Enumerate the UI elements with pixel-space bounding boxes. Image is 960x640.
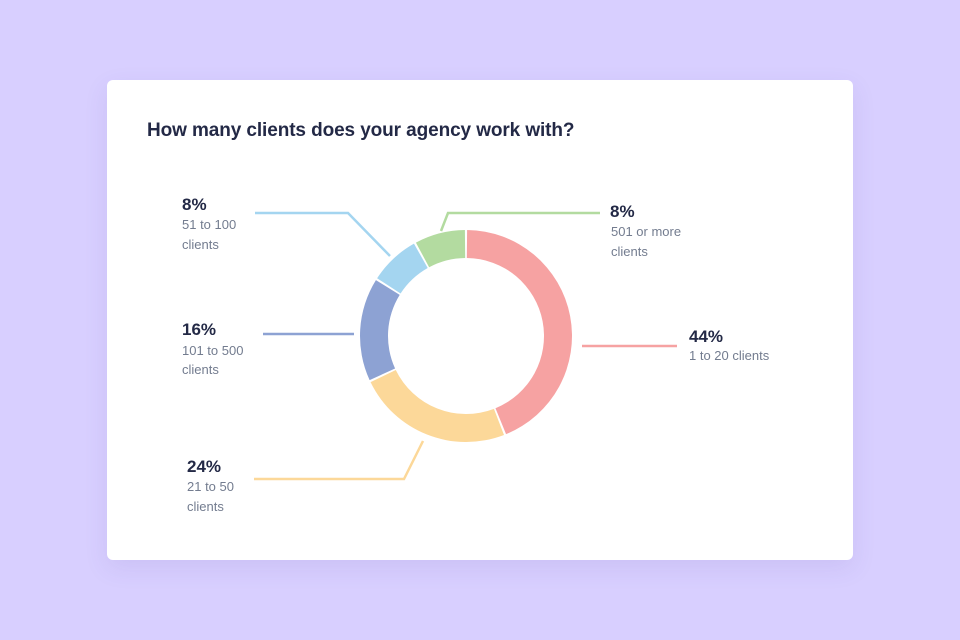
slice-percent-501-plus: 8% — [610, 202, 635, 221]
slice-percent-21-to-50: 24% — [187, 457, 221, 476]
leader-lines — [254, 211, 677, 481]
donut-slice-51-to-100 — [377, 243, 428, 294]
slice-percent-51-to-100: 8% — [182, 195, 207, 214]
slice-percent-1-to-20: 44% — [689, 327, 723, 346]
slice-label-501-plus-line1: 501 or more — [611, 224, 681, 239]
chart-card: How many clients does your agency work w… — [107, 80, 853, 560]
donut-slice-1-to-20 — [466, 230, 572, 435]
donut-slice-21-to-50 — [370, 369, 504, 443]
slice-label-101-to-500: 101 to 500 clients — [182, 343, 247, 377]
slice-label-51-to-100-line2: clients — [182, 237, 219, 252]
slice-label-21-to-50-line1: 21 to 50 — [187, 479, 234, 494]
leader-line-501-plus — [439, 211, 600, 232]
slice-label-21-to-50: 21 to 50 clients — [187, 479, 238, 514]
donut-slice-501-plus — [415, 230, 466, 268]
slice-label-501-plus: 501 or more clients — [611, 224, 685, 259]
slice-label-51-to-100-line1: 51 to 100 — [182, 217, 236, 232]
slice-label-51-to-100: 51 to 100 clients — [182, 217, 240, 252]
donut-slices — [360, 230, 572, 443]
slice-label-101-to-500-line2: clients — [182, 362, 219, 377]
slice-label-21-to-50-line2: clients — [187, 499, 224, 514]
donut-chart: 44% 1 to 20 clients 24% 21 to 50 clients… — [182, 195, 770, 514]
chart-title: How many clients does your agency work w… — [147, 120, 575, 141]
slice-label-501-plus-line2: clients — [611, 244, 648, 259]
leader-line-51-to-100 — [255, 211, 391, 257]
slice-label-1-to-20: 1 to 20 clients — [689, 348, 770, 363]
leader-line-21-to-50 — [254, 440, 425, 481]
donut-slice-101-to-500 — [360, 280, 400, 381]
slice-label-101-to-500-line1: 101 to 500 — [182, 343, 243, 358]
slice-percent-101-to-500: 16% — [182, 320, 216, 339]
